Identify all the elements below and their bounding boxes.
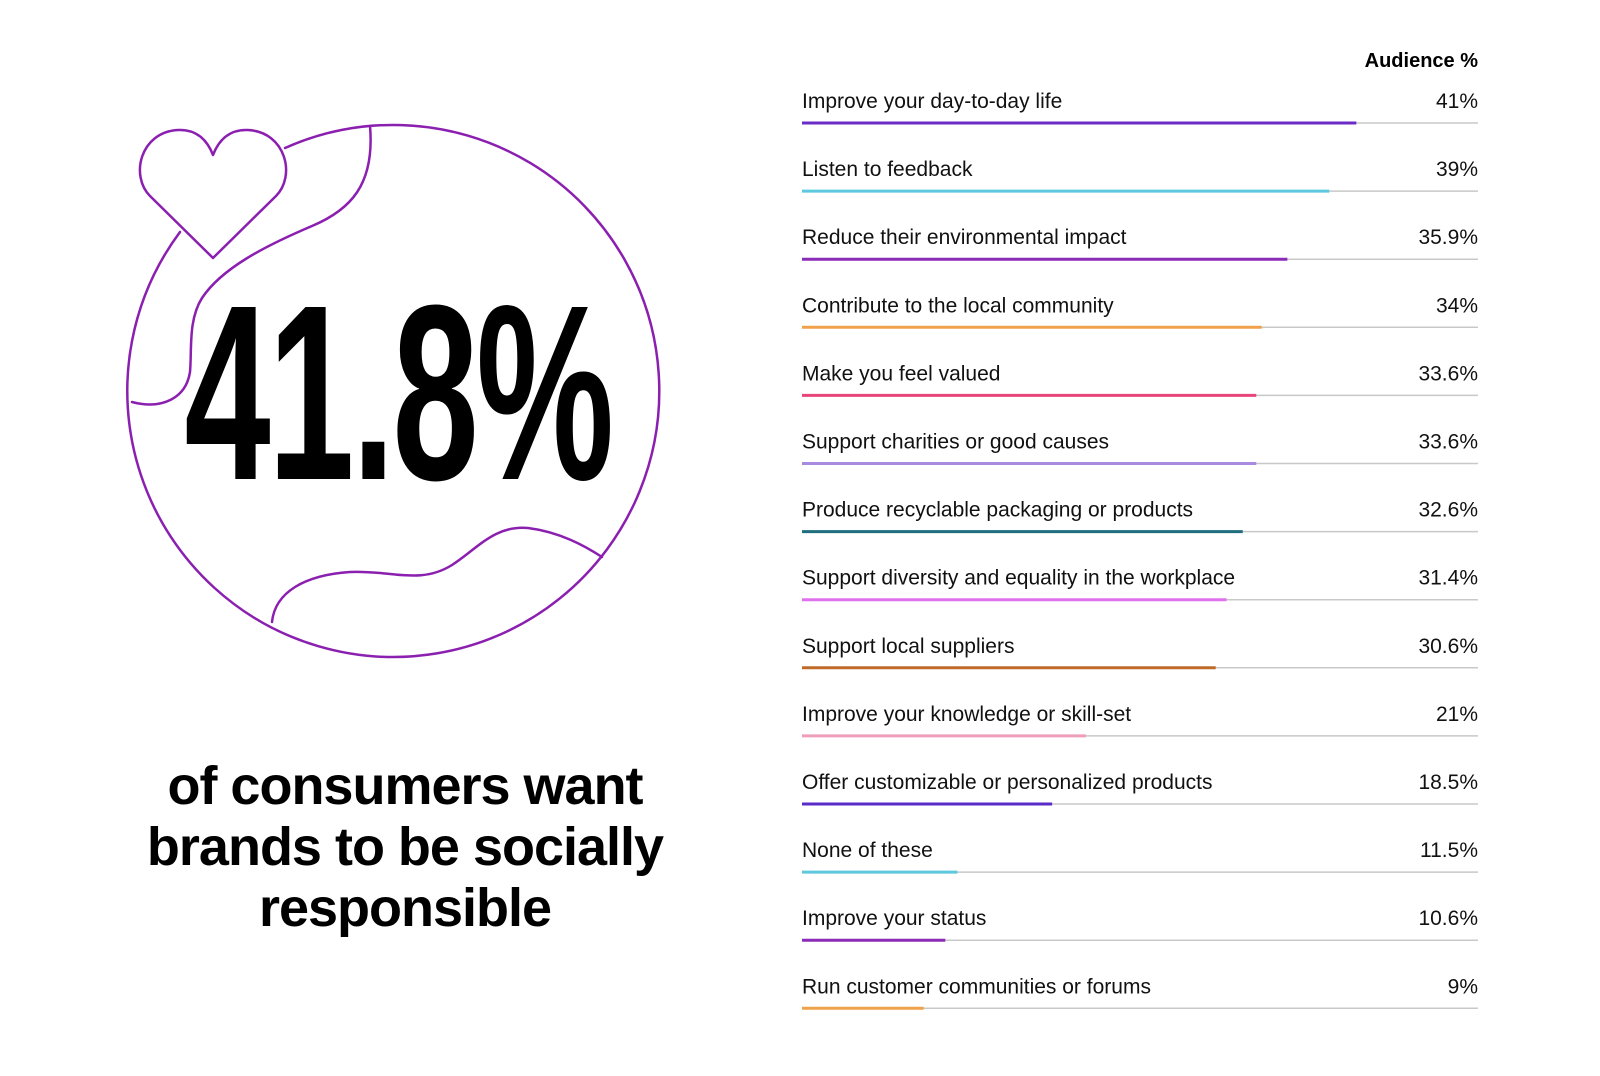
chart-row: None of these 11.5% bbox=[802, 839, 1478, 874]
globe-continent-top bbox=[130, 124, 372, 406]
chart-row: Produce recyclable packaging or products… bbox=[802, 499, 1478, 534]
category-label: Improve your status bbox=[802, 907, 986, 930]
category-label: Contribute to the local community bbox=[802, 294, 1114, 317]
stat-panel: 41.8% of consumers want brands to be soc… bbox=[126, 123, 664, 938]
value-label: 33.6% bbox=[1418, 362, 1478, 385]
value-label: 34% bbox=[1436, 294, 1478, 317]
chart-row: Offer customizable or personalized produ… bbox=[802, 771, 1478, 806]
chart-row: Improve your day-to-day life 41% bbox=[802, 90, 1478, 125]
value-label: 41% bbox=[1436, 90, 1478, 113]
chart-row: Reduce their environmental impact 35.9% bbox=[802, 226, 1478, 261]
category-label: None of these bbox=[802, 839, 933, 862]
globe-heart-illustration bbox=[126, 123, 661, 659]
category-label: Reduce their environmental impact bbox=[802, 226, 1127, 249]
value-label: 18.5% bbox=[1418, 771, 1478, 794]
category-label: Run customer communities or forums bbox=[802, 975, 1151, 998]
category-label: Make you feel valued bbox=[802, 362, 1000, 385]
globe-continent-bottom bbox=[270, 526, 604, 624]
globe-outline bbox=[126, 123, 661, 659]
chart-row: Run customer communities or forums 9% bbox=[802, 975, 1478, 1010]
chart-row: Improve your knowledge or skill-set 21% bbox=[802, 703, 1478, 738]
value-label: 39% bbox=[1436, 158, 1478, 181]
chart-row: Make you feel valued 33.6% bbox=[802, 362, 1478, 397]
value-label: 10.6% bbox=[1418, 907, 1478, 930]
headline-stat: 41.8% bbox=[184, 253, 614, 532]
category-label: Improve your knowledge or skill-set bbox=[802, 703, 1131, 726]
value-label: 9% bbox=[1448, 975, 1478, 998]
chart-row: Support charities or good causes 33.6% bbox=[802, 431, 1478, 465]
category-label: Listen to feedback bbox=[802, 158, 973, 181]
heart-icon bbox=[138, 128, 288, 260]
chart-row: Contribute to the local community 34% bbox=[802, 294, 1478, 329]
chart-row: Support diversity and equality in the wo… bbox=[802, 567, 1478, 602]
value-column-header: Audience % bbox=[1365, 50, 1479, 72]
value-label: 31.4% bbox=[1418, 567, 1478, 590]
category-label: Support local suppliers bbox=[802, 635, 1014, 658]
category-label: Support diversity and equality in the wo… bbox=[802, 567, 1235, 590]
value-label: 35.9% bbox=[1418, 226, 1478, 249]
category-label: Support charities or good causes bbox=[802, 431, 1109, 454]
chart-row: Support local suppliers 30.6% bbox=[802, 635, 1478, 670]
value-label: 21% bbox=[1436, 703, 1478, 726]
chart-row: Listen to feedback 39% bbox=[802, 158, 1478, 193]
value-label: 30.6% bbox=[1418, 635, 1478, 658]
category-label: Improve your day-to-day life bbox=[802, 90, 1062, 113]
chart-row: Improve your status 10.6% bbox=[802, 907, 1478, 942]
stat-caption: of consumers want brands to be socially … bbox=[146, 756, 664, 938]
category-label: Produce recyclable packaging or products bbox=[802, 499, 1193, 522]
value-label: 32.6% bbox=[1418, 499, 1478, 522]
category-label: Offer customizable or personalized produ… bbox=[802, 771, 1212, 794]
value-label: 33.6% bbox=[1418, 431, 1478, 454]
value-label: 11.5% bbox=[1420, 839, 1478, 862]
